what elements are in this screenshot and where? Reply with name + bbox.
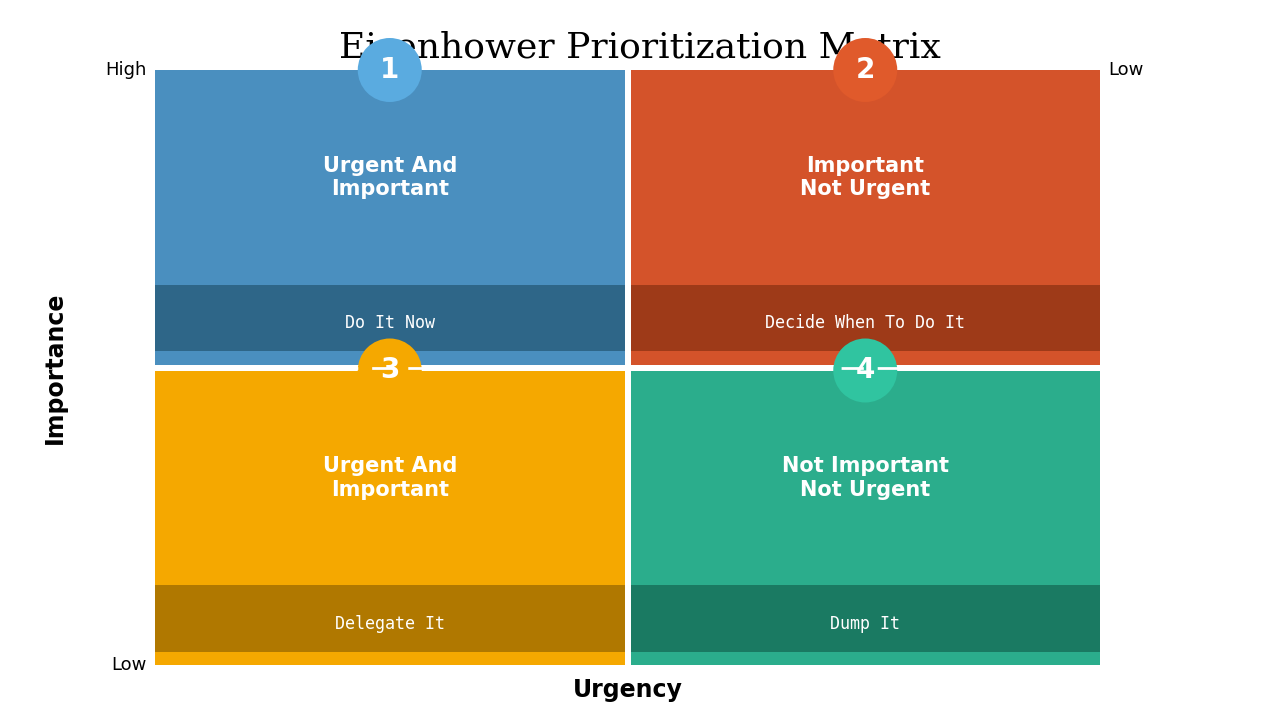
Text: Urgent And
Important: Urgent And Important (323, 156, 457, 199)
Bar (155, 371, 625, 665)
Text: Urgent And
Important: Urgent And Important (323, 456, 457, 500)
Text: Low: Low (111, 656, 147, 674)
Text: Dump It: Dump It (831, 615, 900, 633)
Bar (631, 585, 1100, 665)
Bar (631, 70, 1100, 364)
Circle shape (357, 338, 421, 402)
Text: Do It Now: Do It Now (344, 314, 435, 332)
Bar (631, 371, 1100, 665)
Text: Decide When To Do It: Decide When To Do It (765, 314, 965, 332)
Bar (155, 285, 625, 364)
Bar (155, 585, 625, 665)
Bar (631, 285, 1100, 364)
Text: Urgency: Urgency (572, 678, 682, 702)
Text: Importance: Importance (44, 292, 67, 444)
Text: Eisenhower Prioritization Matrix: Eisenhower Prioritization Matrix (339, 30, 941, 64)
Text: 3: 3 (380, 356, 399, 384)
Text: 4: 4 (855, 356, 876, 384)
Text: 2: 2 (855, 56, 876, 84)
Circle shape (357, 38, 421, 102)
Bar (155, 652, 625, 665)
Circle shape (833, 38, 897, 102)
Text: 1: 1 (380, 56, 399, 84)
Text: Low: Low (1108, 61, 1143, 79)
Text: Not Important
Not Urgent: Not Important Not Urgent (782, 456, 948, 500)
Bar (155, 351, 625, 364)
Text: Important
Not Urgent: Important Not Urgent (800, 156, 931, 199)
Bar (155, 70, 625, 364)
Bar (631, 351, 1100, 364)
Text: Delegate It: Delegate It (335, 615, 444, 633)
Text: High: High (106, 61, 147, 79)
Circle shape (833, 338, 897, 402)
Bar (631, 652, 1100, 665)
